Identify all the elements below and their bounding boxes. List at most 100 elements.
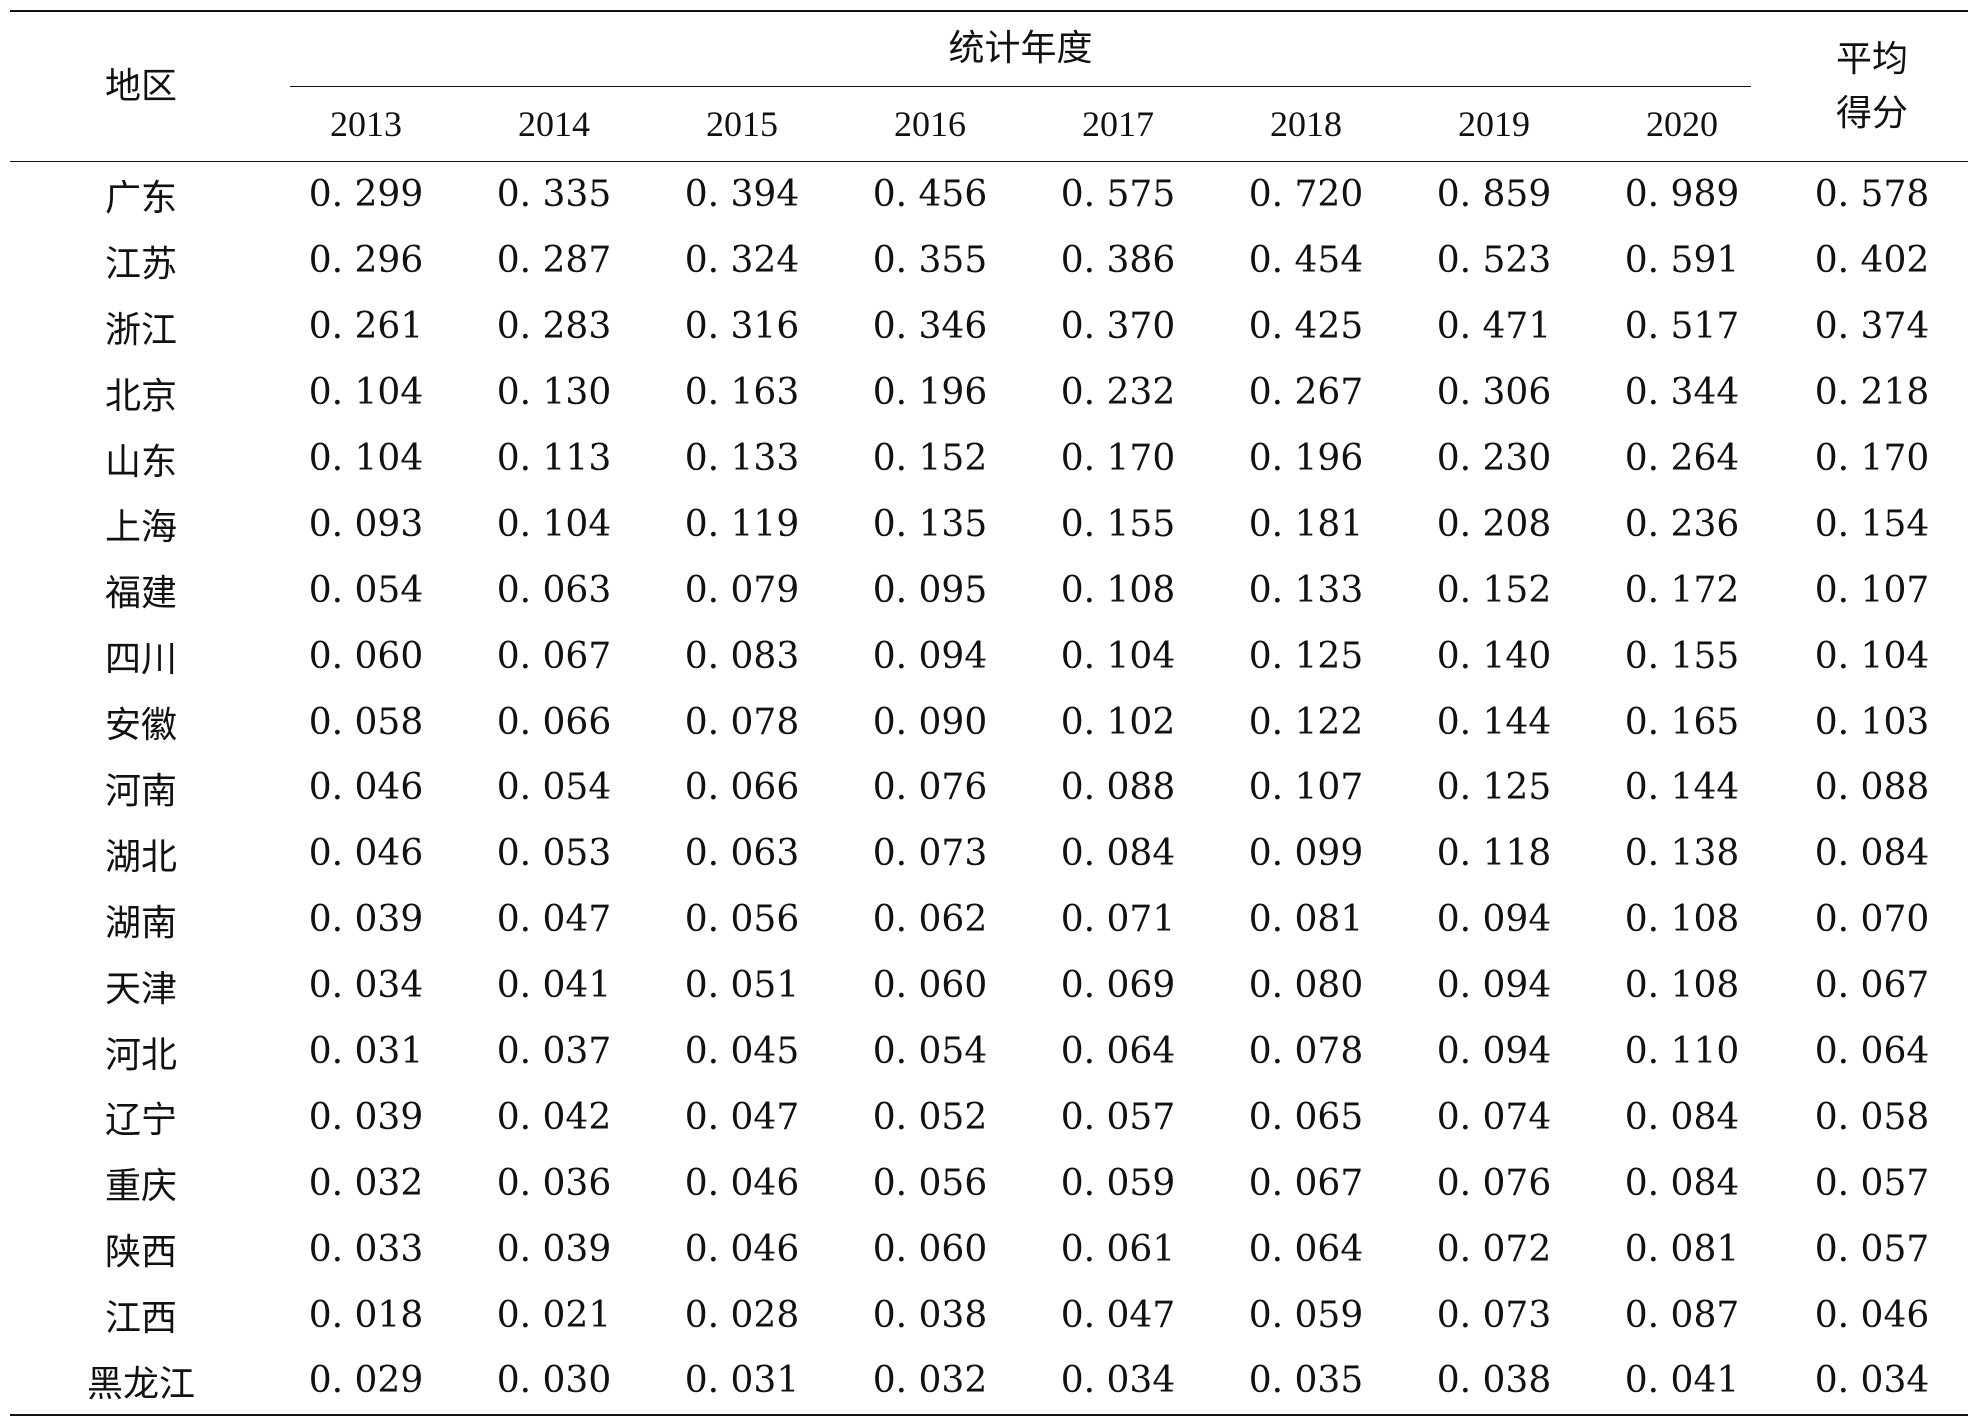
average-score-cell: 0. 084 [1814,833,1930,875]
year-score-cell: 0. 144 [1436,701,1552,743]
year-score-cell: 0. 196 [1248,438,1364,479]
year-score-cell: 0. 163 [684,372,800,414]
year-score-cell: 0. 517 [1624,306,1740,348]
year-score-cell: 0. 083 [684,635,800,677]
table-row: 湖北 0. 046 0. 053 0. 063 0. 073 0. 084 0. 099 0.… [10,821,1968,887]
table-row: 江苏 0. 296 0. 287 0. 324 0. 355 0. 386 0. 454 0.… [10,228,1968,294]
year-score-cell: 0. 037 [496,1031,612,1073]
region-cell: 河南 [104,770,177,812]
year-score-cell: 0. 032 [308,1162,424,1204]
year-score-cell: 0. 081 [1624,1228,1740,1270]
year-score-cell: 0. 196 [872,372,988,414]
year-score-cell: 0. 059 [1248,1294,1364,1336]
year-score-cell: 0. 454 [1248,240,1364,282]
year-score-cell: 0. 232 [1060,372,1176,414]
year-score-cell: 0. 021 [496,1294,612,1336]
year-score-cell: 0. 138 [1624,833,1740,875]
year-column-header: 2015 [706,104,778,144]
average-score-cell: 0. 057 [1814,1162,1930,1204]
statistical-year-group-header: 统计年度 [272,11,1776,87]
year-score-cell: 0. 119 [684,503,800,545]
year-score-cell: 0. 283 [496,306,612,348]
year-score-cell: 0. 236 [1624,503,1740,545]
year-score-cell: 0. 099 [1248,833,1364,875]
year-score-cell: 0. 047 [684,1096,800,1138]
average-score-label: 平均 得分 [1836,38,1909,134]
year-score-cell: 0. 108 [1624,965,1740,1007]
average-score-cell: 0. 046 [1814,1294,1930,1336]
year-score-cell: 0. 073 [872,833,988,875]
year-score-cell: 0. 087 [1624,1294,1740,1336]
year-score-cell: 0. 061 [1060,1228,1176,1270]
year-score-cell: 0. 081 [1248,899,1364,941]
year-score-cell: 0. 155 [1624,635,1740,677]
year-score-cell: 0. 094 [1436,965,1552,1007]
year-score-cell: 0. 036 [496,1162,612,1204]
year-column-header: 2017 [1082,104,1154,144]
year-score-cell: 0. 047 [1060,1294,1176,1336]
year-score-cell: 0. 104 [308,372,424,414]
year-score-cell: 0. 079 [684,569,800,611]
year-score-cell: 0. 299 [308,174,424,216]
average-score-cell: 0. 154 [1814,503,1930,545]
year-score-cell: 0. 058 [308,701,424,743]
average-score-cell: 0. 103 [1814,701,1930,743]
year-score-cell: 0. 060 [872,1228,988,1270]
year-column-header: 2019 [1458,104,1530,144]
year-score-cell: 0. 046 [684,1162,800,1204]
year-score-cell: 0. 046 [684,1228,800,1270]
year-score-cell: 0. 084 [1624,1162,1740,1204]
year-score-cell: 0. 355 [872,240,988,282]
year-score-cell: 0. 076 [1436,1162,1552,1204]
year-score-cell: 0. 113 [496,438,612,479]
year-score-cell: 0. 181 [1248,503,1364,545]
year-score-cell: 0. 066 [496,701,612,743]
year-score-cell: 0. 054 [872,1031,988,1073]
region-cell: 黑龙江 [86,1363,195,1405]
year-score-cell: 0. 078 [1248,1031,1364,1073]
year-score-cell: 0. 425 [1248,306,1364,348]
table-row: 四川 0. 060 0. 067 0. 083 0. 094 0. 104 0. 125 0.… [10,623,1968,689]
year-score-cell: 0. 208 [1436,503,1552,545]
year-score-cell: 0. 261 [308,306,424,348]
year-score-cell: 0. 471 [1436,306,1552,348]
year-score-cell: 0. 060 [872,965,988,1007]
region-cell: 湖北 [104,836,177,878]
table-row: 湖南 0. 039 0. 047 0. 056 0. 062 0. 071 0. 081 0.… [10,887,1968,953]
year-score-cell: 0. 046 [308,833,424,875]
year-score-cell: 0. 072 [1436,1228,1552,1270]
year-score-cell: 0. 152 [1436,569,1552,611]
average-score-cell: 0. 218 [1814,372,1930,414]
average-score-cell: 0. 057 [1814,1228,1930,1270]
year-score-cell: 0. 155 [1060,503,1176,545]
year-score-cell: 0. 074 [1436,1096,1552,1138]
year-column-header: 2014 [518,104,590,144]
year-score-cell: 0. 344 [1624,372,1740,414]
year-score-cell: 0. 067 [496,635,612,677]
year-score-cell: 0. 032 [872,1360,988,1402]
year-score-cell: 0. 386 [1060,240,1176,282]
year-score-cell: 0. 031 [308,1031,424,1073]
table-row: 安徽 0. 058 0. 066 0. 078 0. 090 0. 102 0. 122 0.… [10,689,1968,755]
table-row: 河北 0. 031 0. 037 0. 045 0. 054 0. 064 0. 078 0.… [10,1019,1968,1085]
region-cell: 重庆 [104,1166,177,1208]
header-row-group: 地区 统计年度 平均 得分 [10,11,1969,134]
average-score-cell: 0. 034 [1814,1360,1930,1402]
average-score-cell: 0. 104 [1814,635,1930,677]
region-cell: 天津 [104,968,177,1010]
year-score-cell: 0. 066 [684,767,800,809]
year-score-cell: 0. 306 [1436,372,1552,414]
year-score-cell: 0. 093 [308,503,424,545]
region-cell: 上海 [104,507,177,549]
year-score-cell: 0. 165 [1624,701,1740,743]
region-cell: 湖南 [104,902,177,944]
average-score-cell: 0. 402 [1814,240,1930,282]
region-cell: 浙江 [104,309,177,351]
year-score-cell: 0. 042 [496,1096,612,1138]
year-score-cell: 0. 122 [1248,701,1364,743]
region-cell: 四川 [104,639,177,681]
year-score-cell: 0. 084 [1060,833,1176,875]
year-score-cell: 0. 267 [1248,372,1364,414]
year-score-cell: 0. 084 [1624,1096,1740,1138]
average-score-column-header: 平均 得分 [1776,11,1968,162]
